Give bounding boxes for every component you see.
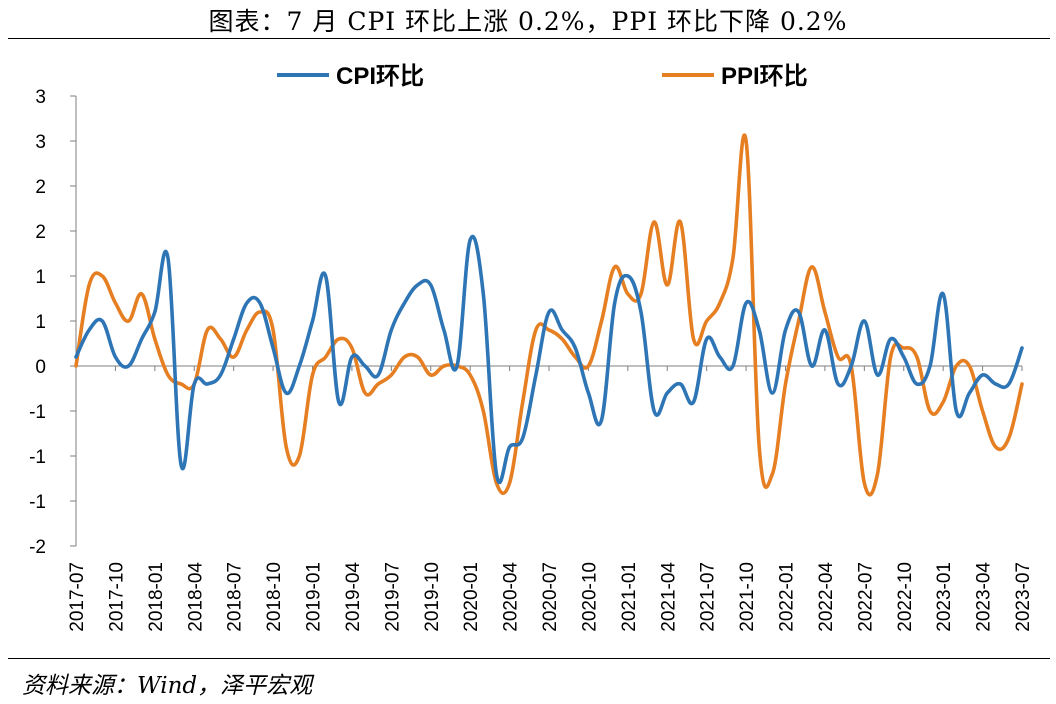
x-tick-label: 2023-07 [1013,562,1034,632]
x-tick-label: 2021-10 [737,562,758,632]
y-tick-label: -1 [29,492,46,513]
x-tick-label: 2019-07 [382,562,403,632]
chart-title: 图表：7 月 CPI 环比上涨 0.2%，PPI 环比下降 0.2% [208,7,848,36]
y-tick-label: -2 [29,537,46,558]
x-tick-label: 2019-04 [343,562,364,632]
chart-axes: -2 -1 -1 -1 0 1 1 2 2 3 3 2017-07 2017-10 2018-01 2018… [29,87,1034,632]
x-tick-label: 2017-07 [67,562,88,632]
y-tick-label: 2 [35,222,46,243]
x-tick-label: 2019-01 [304,562,325,632]
y-tick-label: 1 [35,267,46,288]
y-tick-label: -1 [29,447,46,468]
x-tick-label: 2023-01 [934,562,955,632]
chart-legend: CPI环比 PPI环比 [277,63,808,90]
series-layer [74,133,1024,497]
y-tick-label: 0 [35,357,46,378]
legend-label-cpi: CPI环比 [336,63,424,90]
legend-label-ppi: PPI环比 [721,63,808,90]
y-tick-label: -1 [29,402,46,423]
x-tick-label: 2021-07 [698,562,719,632]
series-line-cpi [74,234,1024,485]
x-tick-label: 2018-04 [185,562,206,632]
y-tick-label: 2 [35,177,46,198]
y-tick-label: 1 [35,312,46,333]
y-tick-label: 3 [35,132,46,153]
x-tick-label: 2022-04 [816,562,837,632]
x-tick-label: 2020-04 [501,562,522,632]
source-divider [8,658,1050,659]
x-tick-label: 2020-10 [579,562,600,632]
x-tick-label: 2020-07 [540,562,561,632]
x-tick-label: 2020-01 [461,562,482,632]
source-note: 资料来源：Wind，泽平宏观 [22,673,313,699]
x-tick-label: 2021-01 [619,562,640,632]
x-tick-label: 2021-04 [658,562,679,632]
series-line-ppi [74,133,1024,497]
y-tick-label: 3 [35,87,46,108]
title-divider [8,38,1050,39]
x-tick-label: 2018-10 [264,562,285,632]
x-tick-label: 2019-10 [422,562,443,632]
x-tick-label: 2017-10 [106,562,127,632]
x-tick-label: 2023-04 [974,562,995,632]
x-tick-label: 2022-01 [777,562,798,632]
x-tick-label: 2022-10 [895,562,916,632]
x-tick-label: 2018-01 [146,562,167,632]
x-tick-label: 2018-07 [225,562,246,632]
x-tick-label: 2022-07 [855,562,876,632]
